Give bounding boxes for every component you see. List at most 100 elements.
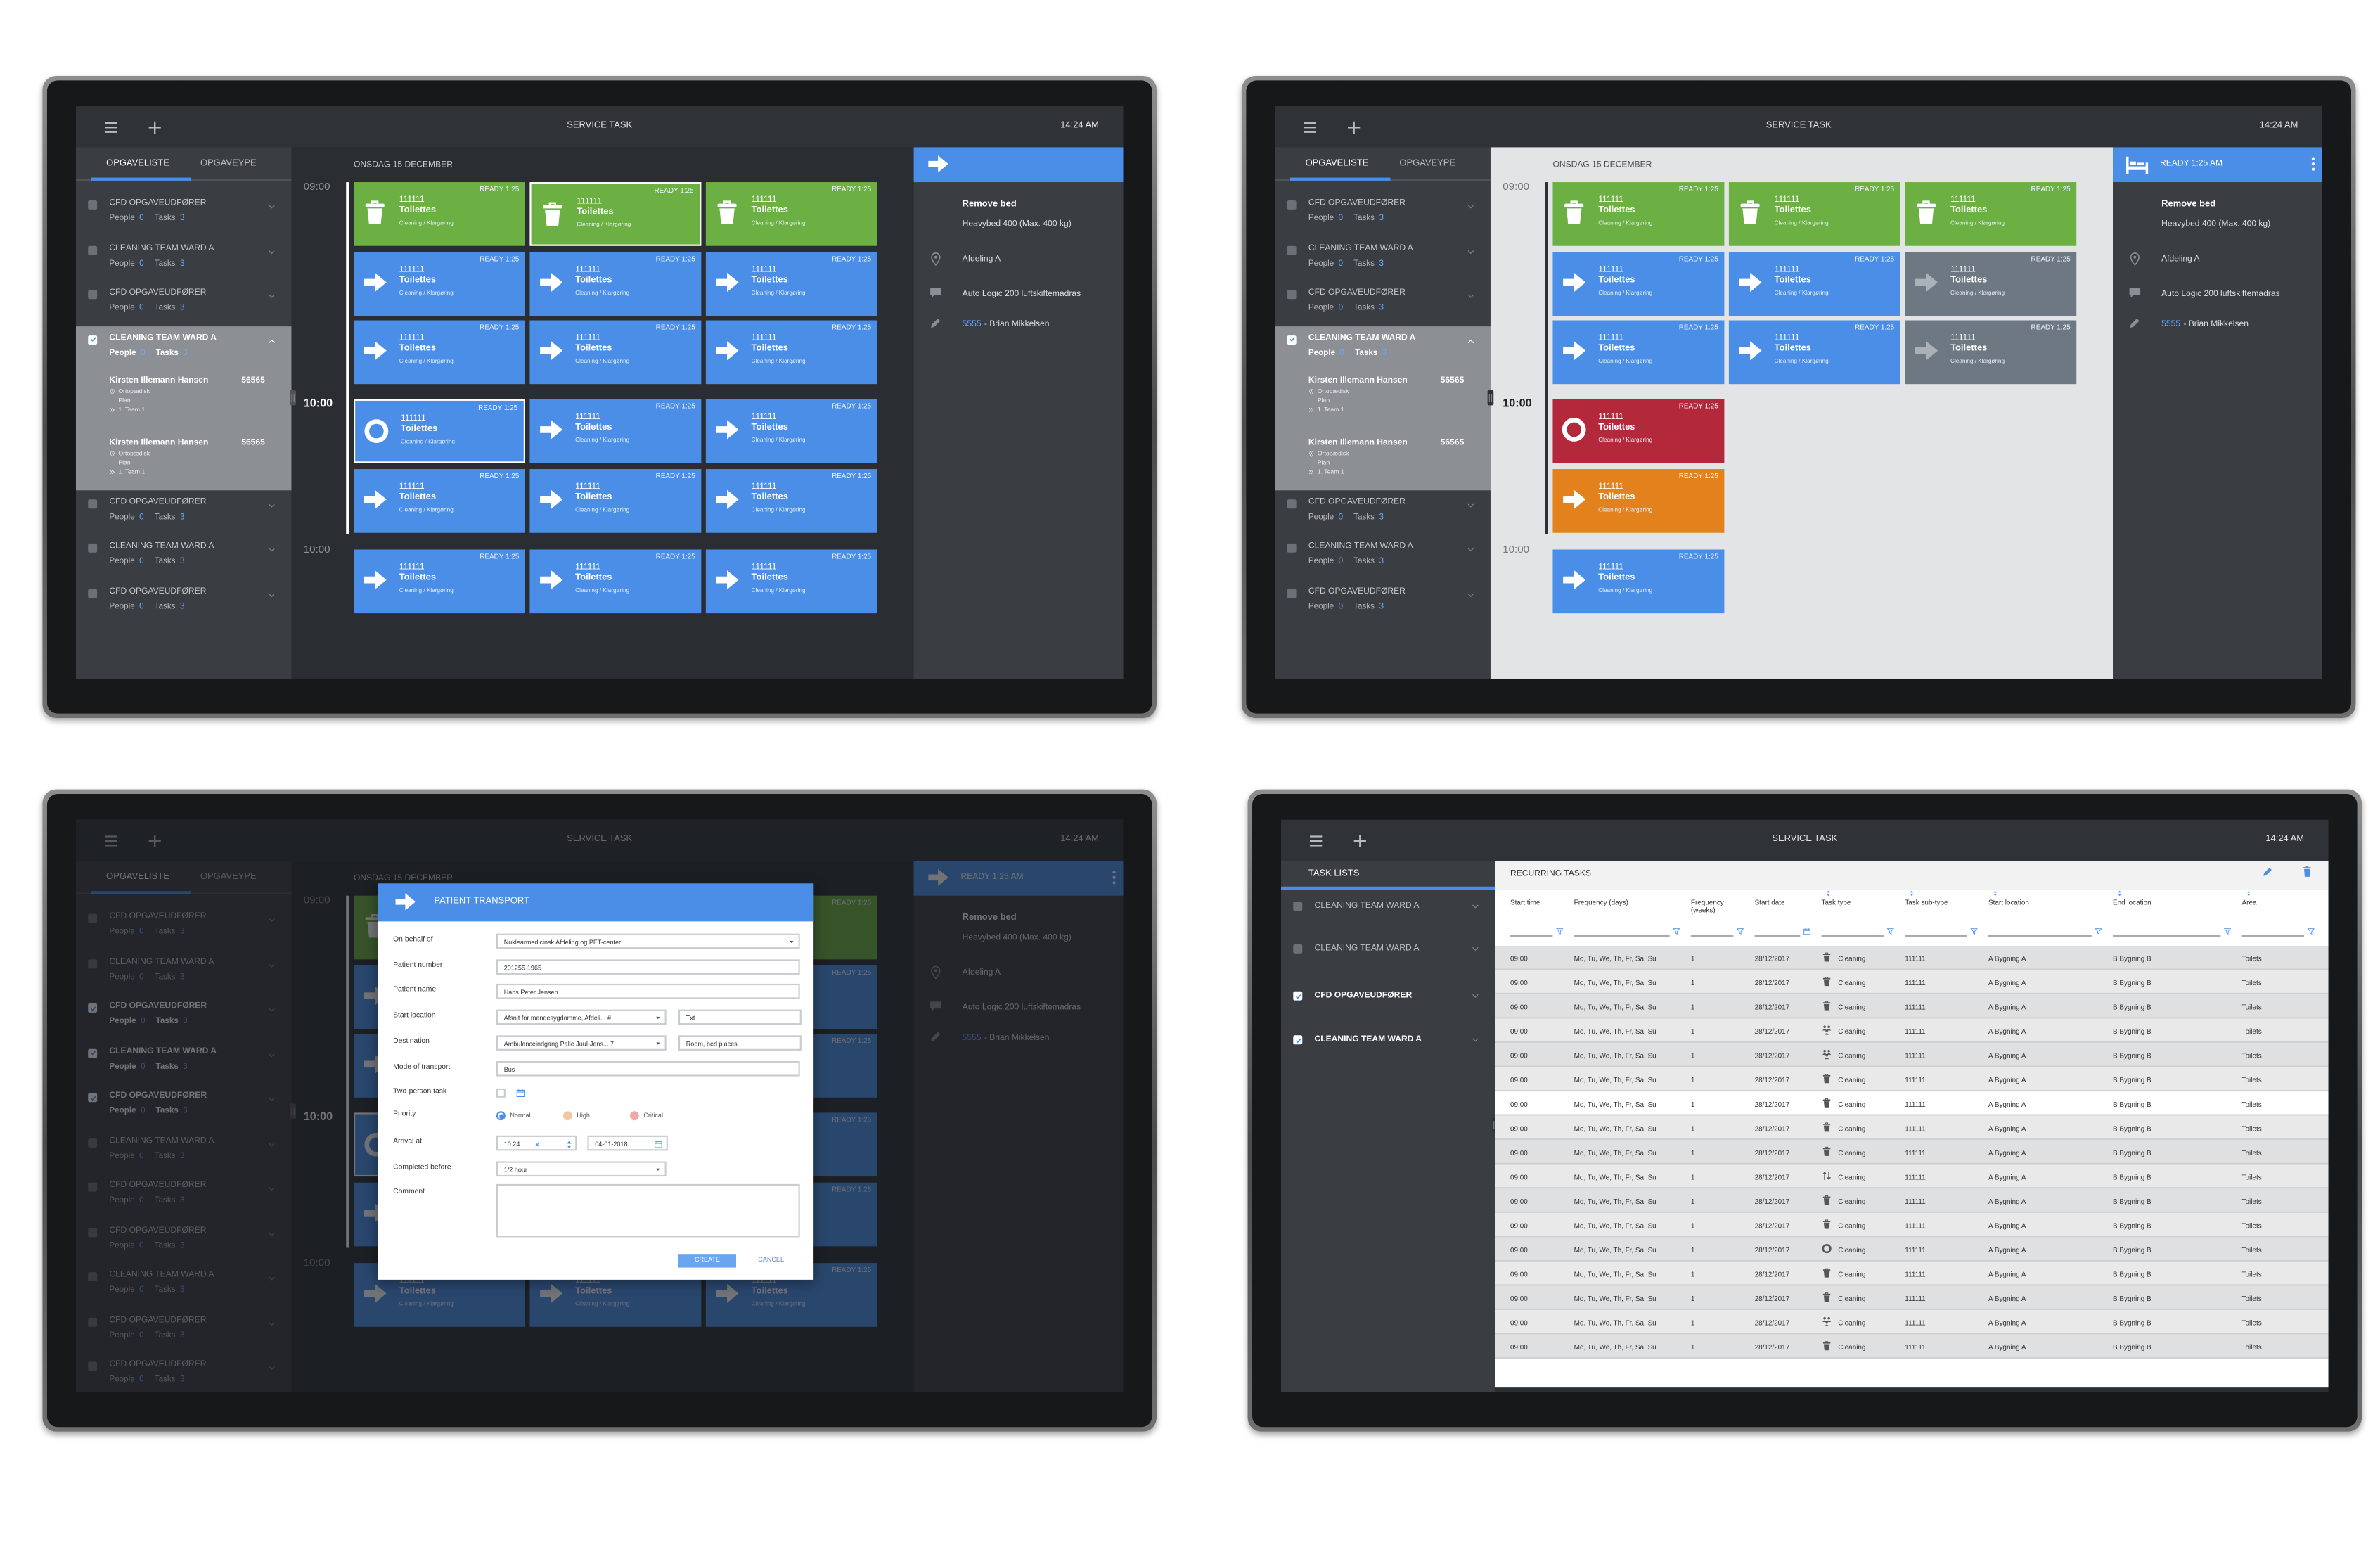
- tab[interactable]: OPGAVEYPE: [1399, 159, 1456, 169]
- add-button[interactable]: [1346, 120, 1362, 136]
- tab[interactable]: OPGAVELISTE: [106, 159, 169, 169]
- text-input[interactable]: Bus: [496, 1061, 800, 1077]
- radio[interactable]: [496, 1111, 506, 1121]
- group[interactable]: CLEANING TEAM WARD A People 0 Tasks 3 Kirsten…: [75, 326, 292, 490]
- button[interactable]: CANCEL: [758, 1256, 785, 1264]
- checkbox[interactable]: [1287, 245, 1297, 255]
- date-input[interactable]: 04-01-2018: [587, 1135, 668, 1151]
- tab[interactable]: TASK LISTS: [1308, 869, 1360, 879]
- checkbox[interactable]: [496, 1088, 506, 1098]
- table-row: [1495, 1091, 2329, 1116]
- checkbox[interactable]: [1287, 290, 1297, 300]
- radio[interactable]: [629, 1111, 639, 1121]
- table-cell: 09:00: [1510, 978, 1528, 987]
- time-input[interactable]: 10:24: [496, 1135, 577, 1151]
- checkbox[interactable]: [88, 543, 98, 553]
- tab[interactable]: OPGAVEYPE: [200, 159, 257, 169]
- select-input[interactable]: Ambulanceindgang Palle Juul-Jens... 7: [496, 1035, 667, 1051]
- checkbox[interactable]: [1287, 499, 1297, 508]
- select-input[interactable]: Afsnit for mandesygdomme, Afdeli... #: [496, 1009, 667, 1025]
- radio[interactable]: [562, 1111, 572, 1121]
- select-input[interactable]: 1/2 hour: [496, 1161, 667, 1177]
- group[interactable]: CLEANING TEAM WARD A People 0 Tasks 3 Kirsten…: [1275, 326, 1491, 490]
- menu-button[interactable]: [1302, 120, 1318, 136]
- checkbox[interactable]: [1293, 902, 1303, 911]
- list-name[interactable]: CLEANING TEAM WARD A: [1314, 944, 1420, 954]
- checkbox[interactable]: [1287, 588, 1297, 598]
- checkbox[interactable]: [88, 245, 98, 255]
- menu-button[interactable]: [103, 120, 119, 136]
- checkbox[interactable]: [88, 499, 98, 508]
- add-button[interactable]: [147, 120, 162, 136]
- table-cell: Cleaning: [1838, 1172, 1866, 1181]
- select-input[interactable]: Nuklearmedicinsk Afdeling og PET-center: [496, 933, 800, 949]
- checkbox[interactable]: [1287, 200, 1297, 210]
- text-input[interactable]: Hans Peter Jensen: [496, 983, 800, 999]
- menu-button[interactable]: [1308, 833, 1324, 849]
- checkbox[interactable]: [1293, 991, 1303, 1001]
- checkbox[interactable]: [88, 200, 98, 210]
- text-input[interactable]: 201255-1965: [496, 959, 800, 975]
- add-button[interactable]: [1352, 833, 1368, 849]
- checkbox[interactable]: [88, 335, 98, 344]
- comment-input[interactable]: [496, 1183, 800, 1238]
- checkbox[interactable]: [1287, 543, 1297, 553]
- checkbox[interactable]: [1293, 944, 1303, 954]
- checkbox[interactable]: [88, 588, 98, 598]
- tab[interactable]: OPGAVELISTE: [1305, 159, 1369, 169]
- checkbox[interactable]: [1293, 1035, 1303, 1045]
- text-input[interactable]: Txt: [678, 1009, 802, 1025]
- detail-location: Afdeling A: [2161, 255, 2200, 264]
- checkbox[interactable]: [88, 290, 98, 300]
- list-name[interactable]: CLEANING TEAM WARD A: [1314, 902, 1420, 911]
- list-name[interactable]: CFD OPGAVEUDFØRER: [1314, 991, 1413, 1001]
- text-input[interactable]: Room, bed places: [678, 1035, 802, 1051]
- button[interactable]: CREATE: [678, 1254, 737, 1268]
- column-header: Start location: [1988, 899, 2029, 906]
- checkbox[interactable]: [1287, 335, 1297, 344]
- list-name[interactable]: CLEANING TEAM WARD A: [1314, 1035, 1422, 1045]
